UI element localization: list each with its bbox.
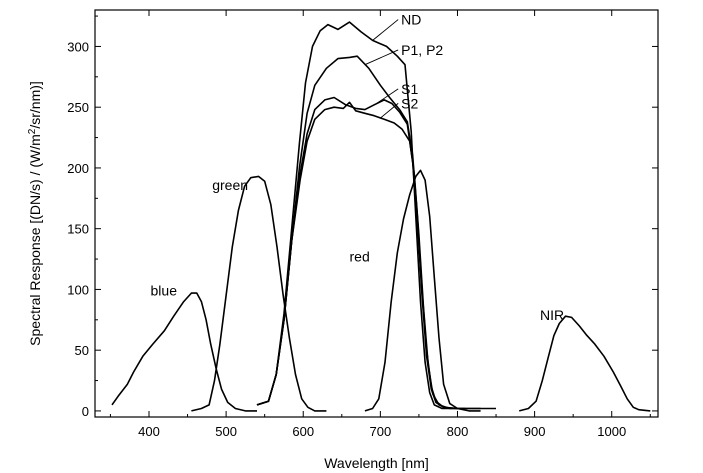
x-tick-label: 800 bbox=[447, 424, 469, 439]
y-tick-label: 0 bbox=[82, 404, 89, 419]
annotation-leader-nd bbox=[372, 19, 399, 41]
annotation-leader-p1-p2 bbox=[364, 49, 399, 66]
y-tick-label: 100 bbox=[67, 282, 89, 297]
y-axis-label-part1: Spectral Response [(DN/s) / (W/m bbox=[27, 134, 43, 346]
series-line-nd bbox=[256, 21, 496, 410]
x-tick-label: 600 bbox=[292, 424, 314, 439]
y-tick-label: 200 bbox=[67, 161, 89, 176]
annotation-leader-s1 bbox=[376, 88, 399, 104]
annotation-leader-s2 bbox=[380, 103, 399, 119]
series-line-p1-p2 bbox=[256, 55, 481, 410]
series-line-nir bbox=[518, 315, 651, 412]
plot-area: 400 500 600 700 800 900 1000 0 50 100 150 200 250 300… bbox=[67, 9, 659, 439]
annotation-nir: NIR bbox=[540, 307, 564, 323]
series-line-s2 bbox=[256, 101, 466, 410]
annotation-s2: S2 bbox=[401, 95, 418, 111]
annotation-nd: ND bbox=[401, 12, 421, 28]
x-tick-label: 700 bbox=[370, 424, 392, 439]
plot-frame bbox=[94, 9, 659, 418]
x-tick-label: 500 bbox=[215, 424, 237, 439]
series-line-green bbox=[191, 175, 327, 412]
y-axis-label: Spectral Response [(DN/s) / (W/m2/sr/nm)… bbox=[27, 81, 44, 346]
x-axis-label: Wavelength [nm] bbox=[324, 455, 429, 471]
y-tick-label: 250 bbox=[67, 100, 89, 115]
annotation-green: green bbox=[212, 177, 248, 193]
y-tick-label: 50 bbox=[75, 343, 89, 358]
annotation-red: red bbox=[350, 248, 370, 264]
x-tick-label: 1000 bbox=[597, 424, 626, 439]
series-line-red bbox=[364, 169, 481, 412]
y-axis-label-part2: /sr/nm)] bbox=[27, 81, 43, 128]
annotation-blue: blue bbox=[151, 283, 178, 299]
y-tick-label: 300 bbox=[67, 39, 89, 54]
annotation-s1: S1 bbox=[401, 81, 418, 97]
series-line-blue bbox=[111, 292, 257, 412]
y-axis-label-superscript: 2 bbox=[27, 128, 38, 134]
y-tick-label: 150 bbox=[67, 222, 89, 237]
x-tick-label: 400 bbox=[138, 424, 160, 439]
annotation-p1-p2: P1, P2 bbox=[401, 42, 443, 58]
x-tick-label: 900 bbox=[524, 424, 546, 439]
